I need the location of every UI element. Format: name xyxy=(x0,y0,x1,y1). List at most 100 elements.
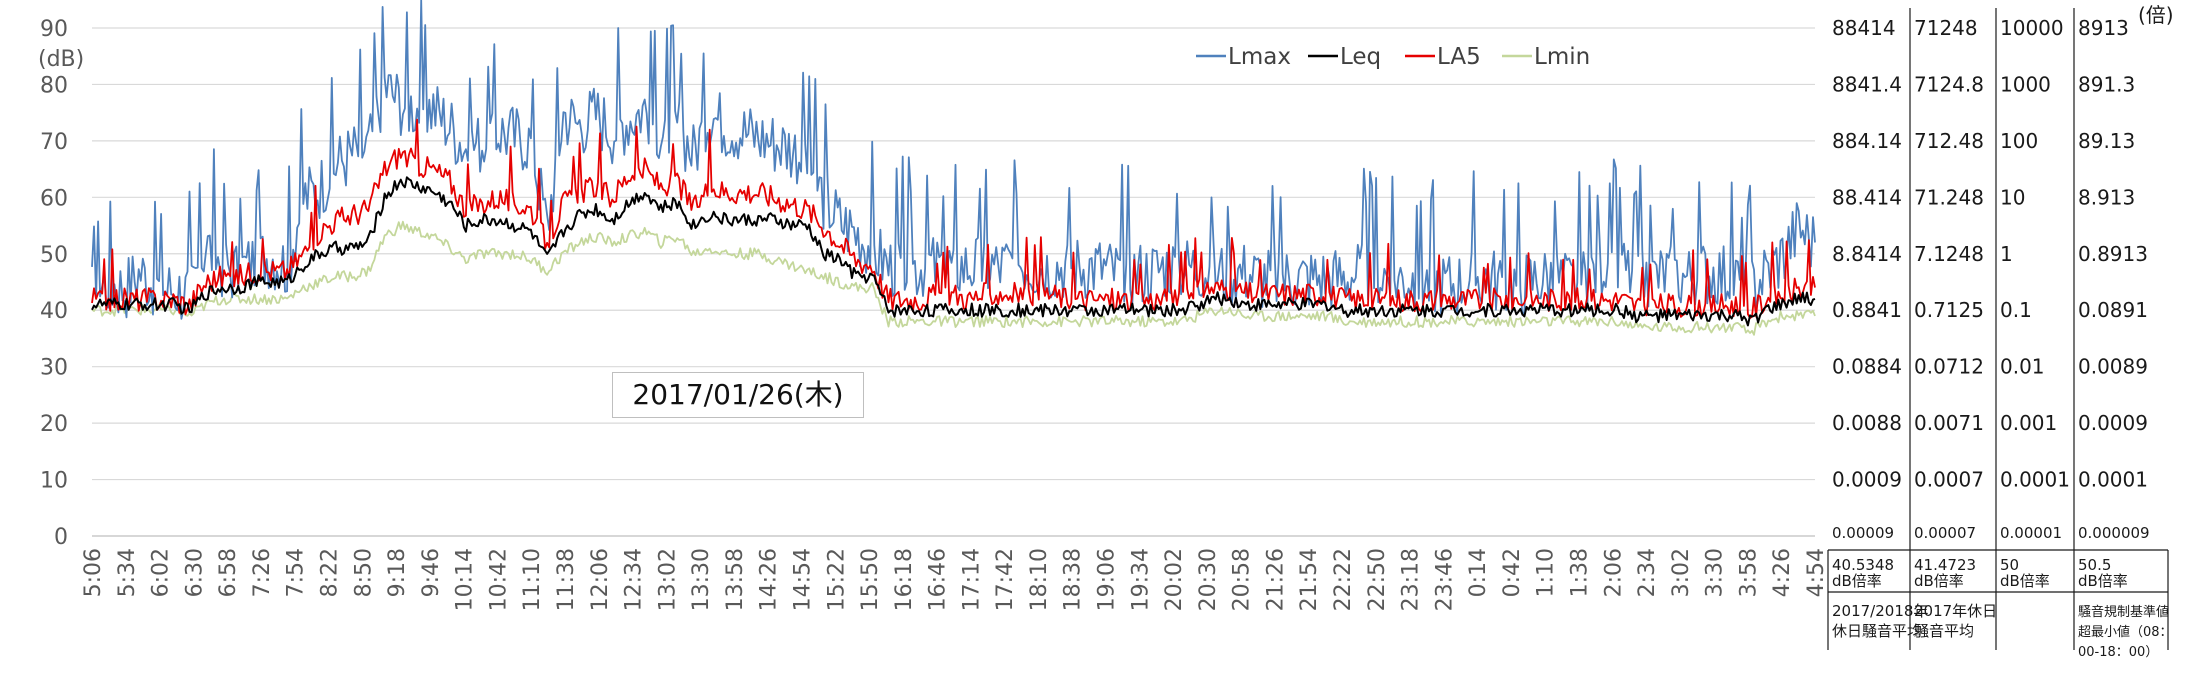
right-axis-value: 712.48 xyxy=(1914,129,1984,153)
right-axis-value: 0.001 xyxy=(2000,411,2057,435)
right-axis-value: 884.14 xyxy=(1832,129,1902,153)
footer-label: 騒音規制基準値 xyxy=(2078,604,2169,620)
x-tick-label: 0:14 xyxy=(1466,548,1491,597)
right-axis-value: 0.0089 xyxy=(2078,355,2148,379)
series-leq xyxy=(91,176,1816,327)
x-tick-label: 16:18 xyxy=(892,548,917,611)
right-axis-value: 0.0884 xyxy=(1832,355,1902,379)
right-axis-value: 8.913 xyxy=(2078,185,2135,209)
y-tick-label: 0 xyxy=(54,525,68,550)
right-axis-value: 0.0071 xyxy=(1914,411,1984,435)
x-tick-label: 2:34 xyxy=(1635,548,1660,597)
x-tick-label: 23:46 xyxy=(1432,548,1457,611)
x-tick-label: 15:50 xyxy=(858,548,883,611)
right-axis-value: 0.0009 xyxy=(2078,411,2148,435)
right-axis-value: 0.0001 xyxy=(2078,468,2148,492)
legend: Lmax Leq LA5 Lmin xyxy=(1196,44,1590,70)
right-axis-value: 88414 xyxy=(1832,16,1896,40)
x-tick-label: 12:34 xyxy=(622,548,647,611)
x-tick-label: 21:26 xyxy=(1263,548,1288,611)
series-la5 xyxy=(91,118,1816,320)
y-axis-label: (dB) xyxy=(38,47,84,72)
y-tick-label: 40 xyxy=(40,299,68,324)
footer-table: 40.5348dB倍率2017/2018年休日騒音平均41.4723dB倍率20… xyxy=(1832,556,2173,660)
right-axis-value: 100 xyxy=(2000,129,2038,153)
footer-unit: dB倍率 xyxy=(2078,572,2128,590)
right-axis-value: 10000 xyxy=(2000,16,2064,40)
right-axis-value: 7124.8 xyxy=(1914,72,1984,96)
x-tick-label: 6:58 xyxy=(216,548,241,597)
y-tick-label: 80 xyxy=(40,73,68,98)
series-lines xyxy=(91,0,1816,336)
x-tick-label: 3:58 xyxy=(1736,548,1761,597)
x-tick-label: 1:10 xyxy=(1534,548,1559,597)
series-lmin xyxy=(91,220,1816,336)
y-tick-label: 60 xyxy=(40,186,68,211)
x-tick-label: 3:02 xyxy=(1669,548,1694,597)
x-tick-label: 20:30 xyxy=(1196,548,1221,611)
x-tick-label: 22:50 xyxy=(1365,548,1390,611)
x-tick-label: 8:50 xyxy=(351,548,376,597)
x-tick-label: 20:58 xyxy=(1230,548,1255,611)
right-axis-value: 8913 xyxy=(2078,16,2129,40)
right-axis-value: 0.000009 xyxy=(2078,524,2150,542)
x-tick-label: 16:46 xyxy=(926,548,951,611)
legend-entry-lmin: Lmin xyxy=(1534,44,1590,70)
x-tick-label: 7:26 xyxy=(250,548,275,597)
x-tick-label: 20:02 xyxy=(1162,548,1187,611)
x-tick-label: 7:54 xyxy=(284,548,309,597)
footer-value: 50 xyxy=(2000,556,2019,574)
date-label: 2017/01/26(木) xyxy=(612,372,864,418)
x-tick-label: 8:22 xyxy=(317,548,342,597)
x-tick-label: 18:38 xyxy=(1061,548,1086,611)
x-tick-label: 15:22 xyxy=(824,548,849,611)
right-axis-value: 0.0088 xyxy=(1832,411,1902,435)
y-tick-label: 10 xyxy=(40,469,68,494)
x-tick-label: 4:54 xyxy=(1804,548,1829,597)
right-axis-value: 0.0891 xyxy=(2078,298,2148,322)
right-magnitude-table: 88414 8841.4 884.14 88.414 8.8414 0.8841 0.088… xyxy=(1827,8,2169,650)
right-axis-value: 89.13 xyxy=(2078,129,2135,153)
x-tick-label: 13:30 xyxy=(689,548,714,611)
right-axis-value: 0.0712 xyxy=(1914,355,1984,379)
footer-label: 2017年休日 xyxy=(1914,602,1997,620)
right-axis-value: 0.0001 xyxy=(2000,468,2070,492)
footer-label: 休日騒音平均 xyxy=(1832,622,1922,640)
legend-entry-lmax: Lmax xyxy=(1228,44,1291,70)
right-axis-value: 0.8841 xyxy=(1832,298,1902,322)
y-tick-label: 20 xyxy=(40,412,68,437)
right-axis-value: 0.1 xyxy=(2000,298,2032,322)
x-tick-label: 14:26 xyxy=(757,548,782,611)
x-tick-label: 4:26 xyxy=(1770,548,1795,597)
x-tick-label: 13:02 xyxy=(655,548,680,611)
x-tick-label: 13:58 xyxy=(723,548,748,611)
y-tick-label: 90 xyxy=(40,17,68,42)
footer-value: 40.5348 xyxy=(1832,556,1894,574)
x-tick-label: 9:46 xyxy=(419,548,444,597)
x-tick-label: 2:06 xyxy=(1601,548,1626,597)
x-tick-label: 10:42 xyxy=(486,548,511,611)
right-axis-value: 0.01 xyxy=(2000,355,2045,379)
x-tick-label: 14:54 xyxy=(790,548,815,611)
footer-label: 2017/2018年 xyxy=(1832,602,1928,620)
footer-value: 50.5 xyxy=(2078,556,2111,574)
right-axis-value: 7.1248 xyxy=(1914,242,1984,266)
right-axis-unit: (倍) xyxy=(2138,3,2174,27)
x-tick-label: 21:54 xyxy=(1297,548,1322,611)
x-tick-label: 17:14 xyxy=(959,548,984,611)
right-axis-value: 0.8913 xyxy=(2078,242,2148,266)
right-axis-value: 8841.4 xyxy=(1832,72,1902,96)
right-axis-value: 10 xyxy=(2000,185,2025,209)
x-axis-ticks: 5:06 5:34 6:02 6:30 6:58 7:26 7:54 8:22 8:50 9:18… xyxy=(81,548,1829,611)
right-axis-value: 0.00007 xyxy=(1914,524,1976,542)
x-tick-label: 22:22 xyxy=(1331,548,1356,611)
right-axis-value: 8.8414 xyxy=(1832,242,1902,266)
x-tick-label: 18:10 xyxy=(1027,548,1052,611)
right-axis-value: 71.248 xyxy=(1914,185,1984,209)
right-axis-value: 0.0009 xyxy=(1832,468,1902,492)
x-tick-label: 5:06 xyxy=(81,548,106,597)
x-tick-label: 19:06 xyxy=(1095,548,1120,611)
x-tick-label: 5:34 xyxy=(115,548,140,597)
footer-label: 騒音平均 xyxy=(1914,622,1974,640)
